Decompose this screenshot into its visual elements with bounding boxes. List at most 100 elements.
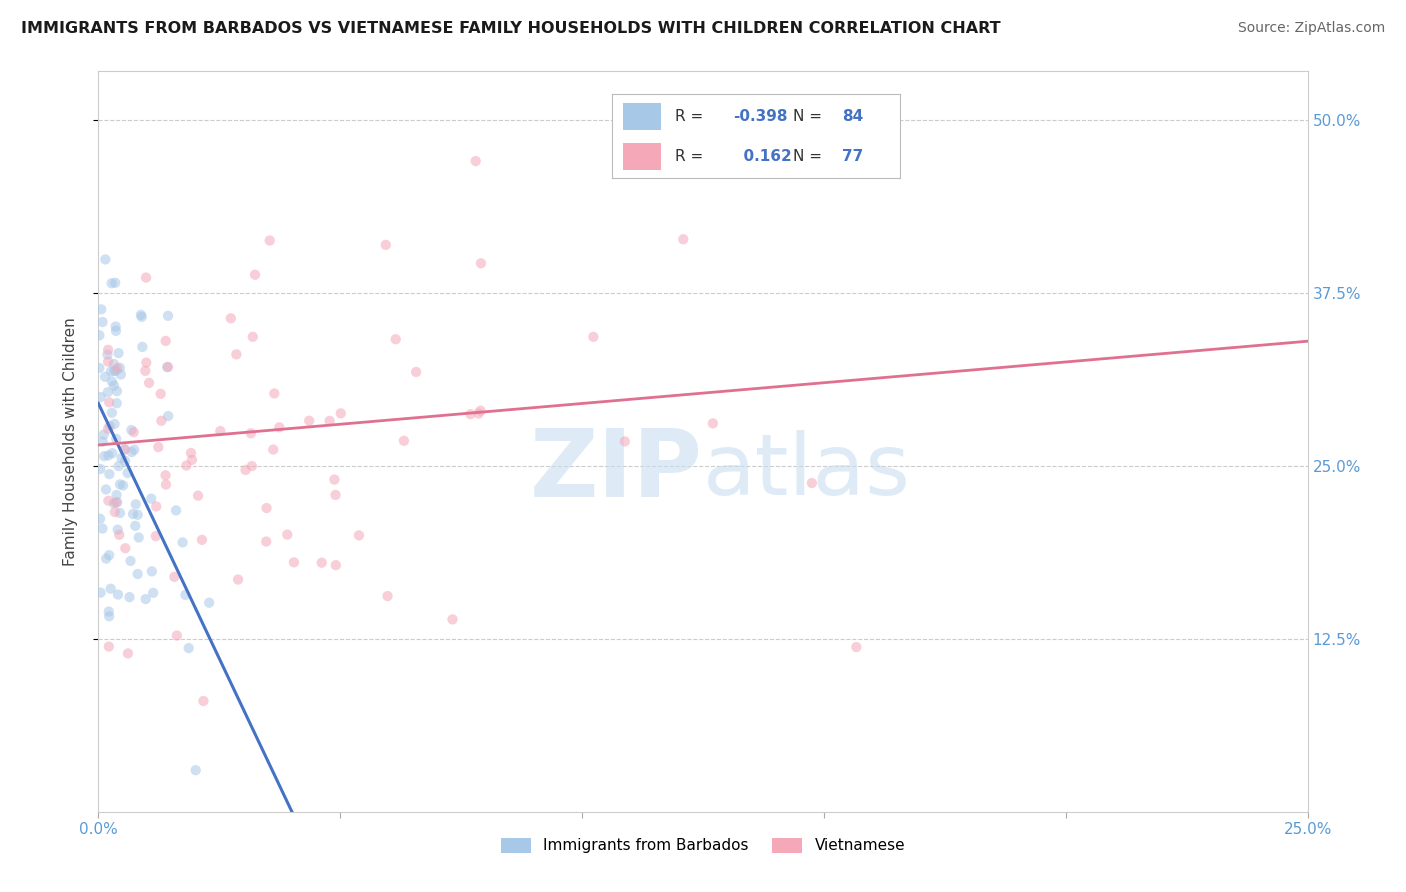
Point (110, 450, 132, 465)
Point (101, 406, 124, 420)
Text: 84: 84 (842, 109, 863, 124)
Point (240, 459, 263, 474)
Point (131, 340, 153, 354)
Point (120, 554, 142, 568)
Text: R =: R = (675, 149, 709, 164)
Point (104, 505, 127, 519)
Point (105, 384, 128, 398)
Point (125, 497, 148, 511)
Text: ZIP: ZIP (530, 425, 703, 517)
Point (259, 234, 281, 248)
Point (97, 605, 120, 619)
Point (107, 459, 129, 474)
Point (114, 454, 136, 468)
Point (105, 495, 128, 509)
Point (235, 463, 257, 477)
Point (298, 414, 321, 428)
Text: Source: ZipAtlas.com: Source: ZipAtlas.com (1237, 21, 1385, 35)
Point (174, 588, 197, 602)
Point (176, 458, 198, 473)
Point (127, 567, 149, 582)
Point (108, 528, 131, 542)
Point (91, 315, 114, 329)
Point (97, 354, 120, 368)
Text: -0.398: -0.398 (733, 109, 787, 124)
Point (276, 527, 298, 541)
Point (845, 640, 868, 654)
Point (156, 360, 179, 375)
Point (114, 541, 136, 556)
Point (325, 558, 347, 573)
Point (254, 534, 277, 549)
Point (94, 252, 117, 267)
Point (90, 302, 112, 317)
Point (100, 364, 122, 378)
Point (90, 585, 112, 599)
Point (165, 503, 187, 517)
Point (104, 364, 127, 378)
Point (97, 640, 120, 654)
Point (470, 403, 492, 417)
Point (89, 512, 111, 526)
Point (89, 360, 111, 375)
Point (135, 270, 157, 285)
Point (464, 154, 486, 169)
Point (93, 427, 115, 442)
Point (256, 501, 278, 516)
Y-axis label: Family Households with Children: Family Households with Children (63, 318, 77, 566)
Point (470, 256, 492, 270)
Point (582, 330, 605, 344)
Point (187, 489, 209, 503)
Point (105, 361, 128, 376)
Point (157, 409, 180, 423)
Point (150, 414, 173, 428)
Point (138, 376, 160, 390)
Point (239, 426, 262, 441)
Point (672, 232, 695, 246)
Point (124, 518, 146, 533)
Point (103, 496, 125, 510)
Point (122, 507, 145, 521)
Point (177, 641, 200, 656)
Point (131, 310, 153, 324)
Point (148, 440, 170, 454)
Point (100, 582, 122, 596)
Point (209, 424, 232, 438)
Point (89, 462, 111, 476)
Point (225, 347, 247, 361)
Point (269, 420, 291, 434)
Point (97, 343, 120, 357)
Text: atlas: atlas (703, 430, 911, 513)
Point (93, 449, 115, 463)
Point (120, 423, 142, 437)
Point (108, 506, 131, 520)
Point (180, 446, 202, 460)
Point (135, 592, 157, 607)
Point (122, 425, 145, 439)
Point (141, 491, 163, 506)
Point (127, 508, 149, 522)
Text: R =: R = (675, 109, 709, 124)
Point (263, 386, 285, 401)
Point (94, 483, 117, 497)
Point (163, 570, 186, 584)
Point (118, 590, 141, 604)
Point (110, 368, 132, 382)
Point (329, 406, 352, 420)
Point (103, 357, 125, 371)
Point (135, 355, 157, 369)
Point (347, 528, 370, 542)
Point (105, 432, 128, 446)
Point (112, 478, 135, 492)
Point (377, 589, 399, 603)
Point (129, 308, 152, 322)
Point (105, 396, 128, 410)
Point (145, 529, 167, 543)
Point (107, 346, 129, 360)
Text: N =: N = (793, 149, 827, 164)
Point (243, 268, 266, 282)
Point (101, 446, 124, 460)
FancyBboxPatch shape (623, 143, 661, 169)
Point (105, 488, 128, 502)
Point (104, 319, 127, 334)
